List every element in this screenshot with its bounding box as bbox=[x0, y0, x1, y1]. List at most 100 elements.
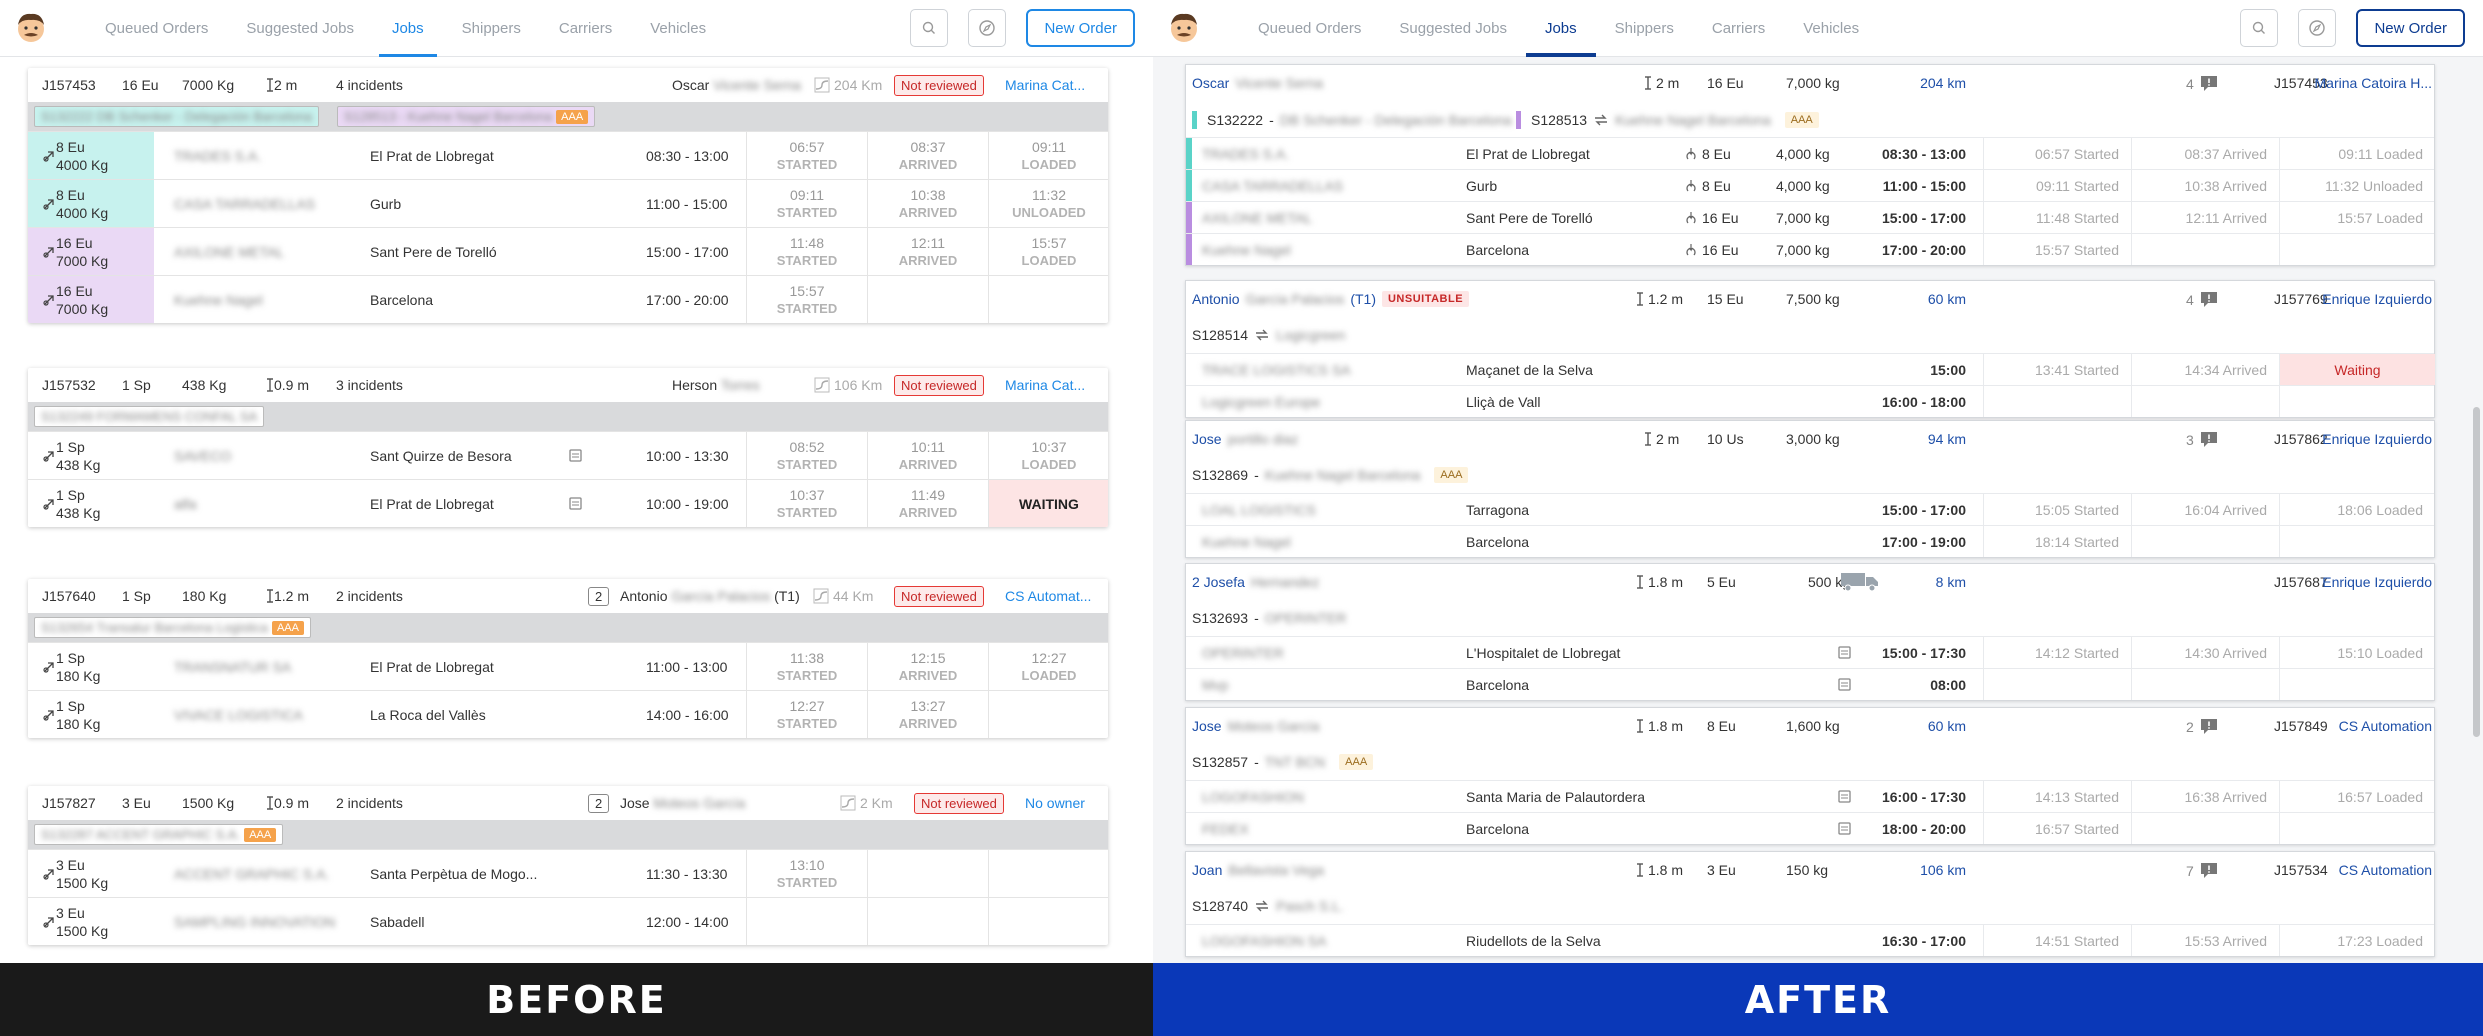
incidents-count[interactable]: 4 incidents bbox=[336, 77, 403, 93]
job-id[interactable]: J157534 bbox=[2274, 862, 2328, 878]
shipment-ref-group[interactable]: S132857- TNT BCN AAA bbox=[1192, 754, 1374, 770]
stop-note[interactable] bbox=[568, 432, 583, 479]
stop-row[interactable]: CASA TARRADELLAS Gurb 8 Eu 4,000 kg 11:00 - … bbox=[1186, 169, 2434, 201]
compass-button[interactable] bbox=[2298, 9, 2337, 47]
stop-row[interactable]: 8 Eu 4000 Kg TRADES S.A. El Prat de Llobreg… bbox=[28, 131, 1108, 179]
job-owner[interactable]: Marina Cat... bbox=[1005, 377, 1086, 393]
driver-name[interactable]: Herson Torres bbox=[672, 377, 760, 393]
shipment-ref-group[interactable]: S132222- DB Schenker - Delegación Barcelo… bbox=[1192, 111, 1512, 129]
search-button[interactable] bbox=[910, 9, 949, 47]
tab-vehicles[interactable]: Vehicles bbox=[1784, 0, 1878, 57]
job-owner[interactable]: CS Automation bbox=[2338, 862, 2432, 878]
stop-row[interactable]: 1 Sp 180 Kg TRANSNATUR SA El Prat de Llobre… bbox=[28, 642, 1108, 690]
stop-row[interactable]: 16 Eu 7000 Kg AXILONE METAL Sant Pere de To… bbox=[28, 227, 1108, 275]
search-button[interactable] bbox=[2240, 9, 2279, 47]
job-card[interactable]: Jose Moteos García 1.8 m 8 Eu 1,600 kg 60 km 2… bbox=[1185, 707, 2435, 845]
review-status[interactable]: Not reviewed bbox=[894, 374, 984, 396]
shipment-chip[interactable]: S128513 - Kuehne Nagel Barcelona AAA bbox=[337, 106, 596, 127]
stop-row[interactable]: 3 Eu 1500 Kg ACCENT GRAPHIC S.A. Santa Perp… bbox=[28, 849, 1108, 897]
stop-row[interactable]: LOAL LOGISTICS Tarragona 15:00 - 17:00 15:0… bbox=[1186, 493, 2434, 525]
job-id[interactable]: J157640 bbox=[42, 588, 96, 604]
incidents-count[interactable]: 2 incidents bbox=[336, 588, 403, 604]
driver-name[interactable]: Oscar Vicente Serna bbox=[1192, 75, 1323, 91]
driver-name[interactable]: Jose Moteos García bbox=[620, 795, 745, 811]
incidents-count[interactable]: 3 incidents bbox=[336, 377, 403, 393]
job-id[interactable]: J157862 bbox=[2274, 431, 2328, 447]
tab-suggested-jobs[interactable]: Suggested Jobs bbox=[227, 0, 373, 57]
stop-row[interactable]: 16 Eu 7000 Kg Kuehne Nagel Barcelona 17:00 -… bbox=[28, 275, 1108, 323]
driver-name[interactable]: Jose Moteos García bbox=[1192, 718, 1319, 734]
pending-count[interactable]: 2 bbox=[588, 793, 610, 813]
shipment-chip[interactable]: S132654 Transalur Barcelona Logistica AAA bbox=[34, 617, 311, 638]
stop-row[interactable]: LOGOFASHION SA Riudellots de la Selva 16:3… bbox=[1186, 924, 2434, 956]
job-card[interactable]: Antonio García Palacios (T1) UNSUITABLE 1.2 … bbox=[1185, 280, 2435, 418]
tab-queued-orders[interactable]: Queued Orders bbox=[1239, 0, 1380, 57]
tab-jobs[interactable]: Jobs bbox=[1525, 0, 1596, 57]
job-id[interactable]: J157687 bbox=[2274, 574, 2328, 590]
job-owner[interactable]: No owner bbox=[1025, 795, 1085, 811]
tab-carriers[interactable]: Carriers bbox=[1693, 0, 1784, 57]
scrollbar-thumb[interactable] bbox=[2473, 407, 2480, 737]
shipment-ref-group[interactable]: S132869- Kuehne Nagel Barcelona AAA bbox=[1192, 467, 1469, 483]
shipment-chip[interactable]: S132249 FORMAMENS CONFAL SA bbox=[34, 406, 265, 427]
pending-count[interactable]: 2 bbox=[588, 586, 610, 606]
stop-row[interactable]: 3 Eu 1500 Kg SAMPLING INNOVATION Sabadell 12… bbox=[28, 897, 1108, 945]
incidents[interactable]: 3 bbox=[2186, 431, 2218, 448]
new-order-button[interactable]: New Order bbox=[2356, 9, 2465, 47]
job-owner[interactable]: CS Automation bbox=[2338, 718, 2432, 734]
job-card[interactable]: Jose portillo diaz 2 m 10 Us 3,000 kg 94 km 3 J… bbox=[1185, 420, 2435, 558]
tab-jobs[interactable]: Jobs bbox=[373, 0, 443, 57]
job-card[interactable]: Oscar Vicente Serna 2 m 16 Eu 7,000 kg 204 km… bbox=[1185, 64, 2435, 266]
job-id[interactable]: J157453 bbox=[2274, 75, 2328, 91]
stop-row[interactable]: Logicgreen Europe Lliçà de Vall 16:00 - 18… bbox=[1186, 385, 2434, 417]
driver-name[interactable]: Antonio García Palacios (T1) UNSUITABLE bbox=[1192, 291, 1470, 307]
incidents[interactable]: 2 bbox=[2186, 718, 2218, 735]
shipment-chip[interactable]: S132287 ACCENT GRAPHIC S.A. AAA bbox=[34, 824, 284, 845]
shipment-ref-group[interactable]: S128514 Logicgreen bbox=[1192, 327, 1345, 343]
tab-shippers[interactable]: Shippers bbox=[443, 0, 540, 57]
driver-name[interactable]: Oscar Vicente Serna bbox=[672, 77, 801, 93]
job-id[interactable]: J157769 bbox=[2274, 291, 2328, 307]
stop-row[interactable]: 8 Eu 4000 Kg CASA TARRADELLAS Gurb 11:00 - 1… bbox=[28, 179, 1108, 227]
job-owner[interactable]: Marina Cat... bbox=[1005, 77, 1086, 93]
new-order-button[interactable]: New Order bbox=[1026, 9, 1135, 47]
avatar[interactable] bbox=[14, 11, 48, 45]
tab-shippers[interactable]: Shippers bbox=[1596, 0, 1693, 57]
job-owner[interactable]: Enrique Izquierdo bbox=[2322, 291, 2432, 307]
driver-name[interactable]: Antonio García Palacios (T1) bbox=[620, 588, 800, 604]
tab-suggested-jobs[interactable]: Suggested Jobs bbox=[1380, 0, 1526, 57]
incidents-count[interactable]: 2 incidents bbox=[336, 795, 403, 811]
review-status[interactable]: Not reviewed bbox=[894, 74, 984, 96]
review-status[interactable]: Not reviewed bbox=[894, 585, 984, 607]
stop-row[interactable]: Mvp Barcelona 08:00 bbox=[1186, 668, 2434, 700]
scrollbar[interactable] bbox=[2471, 57, 2483, 963]
stop-row[interactable]: Kuehne Nagel Barcelona 17:00 - 19:00 18:14 … bbox=[1186, 525, 2434, 557]
stop-row[interactable]: LOGOFASHION Santa Maria de Palautordera 16… bbox=[1186, 780, 2434, 812]
compass-button[interactable] bbox=[968, 9, 1007, 47]
stop-row[interactable]: AXILONE METAL Sant Pere de Torelló 16 Eu 7,… bbox=[1186, 201, 2434, 233]
stop-row[interactable]: TRADES S.A. El Prat de Llobregat 8 Eu 4,000… bbox=[1186, 137, 2434, 169]
job-owner[interactable]: Enrique Izquierdo bbox=[2322, 431, 2432, 447]
incidents[interactable]: 7 bbox=[2186, 862, 2218, 879]
shipment-ref-group[interactable]: S128740 Pasch S.L. bbox=[1192, 898, 1344, 914]
tab-queued-orders[interactable]: Queued Orders bbox=[86, 0, 227, 57]
job-card[interactable]: 2 Josefa Hernandez 1.8 m 5 Eu 500 kg 8 km J157… bbox=[1185, 563, 2435, 701]
stop-row[interactable]: TRACE LOGISTICS SA Maçanet de la Selva 15:… bbox=[1186, 353, 2435, 385]
job-id[interactable]: J157827 bbox=[42, 795, 96, 811]
stop-row[interactable]: 1 Sp 180 Kg VIVACE LOGISTICA La Roca del Va… bbox=[28, 690, 1108, 738]
tab-carriers[interactable]: Carriers bbox=[540, 0, 631, 57]
review-status[interactable]: Not reviewed bbox=[914, 792, 1004, 814]
tab-vehicles[interactable]: Vehicles bbox=[631, 0, 725, 57]
driver-name[interactable]: Jose portillo diaz bbox=[1192, 431, 1298, 447]
stop-row[interactable]: 1 Sp 438 Kg SAVECO Sant Quirze de Besora 10:… bbox=[28, 431, 1108, 479]
stop-row[interactable]: 1 Sp 438 Kg alfa El Prat de Llobregat 10:00 … bbox=[28, 479, 1108, 527]
job-id[interactable]: J157453 bbox=[42, 77, 96, 93]
job-owner[interactable]: Marina Catoira H... bbox=[2314, 75, 2432, 91]
shipment-chip[interactable]: S132222 DB Schenker - Delegación Barcelo… bbox=[34, 106, 320, 127]
stop-row[interactable]: FEDEX Barcelona 18:00 - 20:00 16:57 Started bbox=[1186, 812, 2434, 844]
shipment-ref-group[interactable]: S128513 Kuehne Nagel Barcelona AAA bbox=[1516, 111, 1819, 129]
driver-name[interactable]: Joan Bellavista Vega bbox=[1192, 862, 1324, 878]
